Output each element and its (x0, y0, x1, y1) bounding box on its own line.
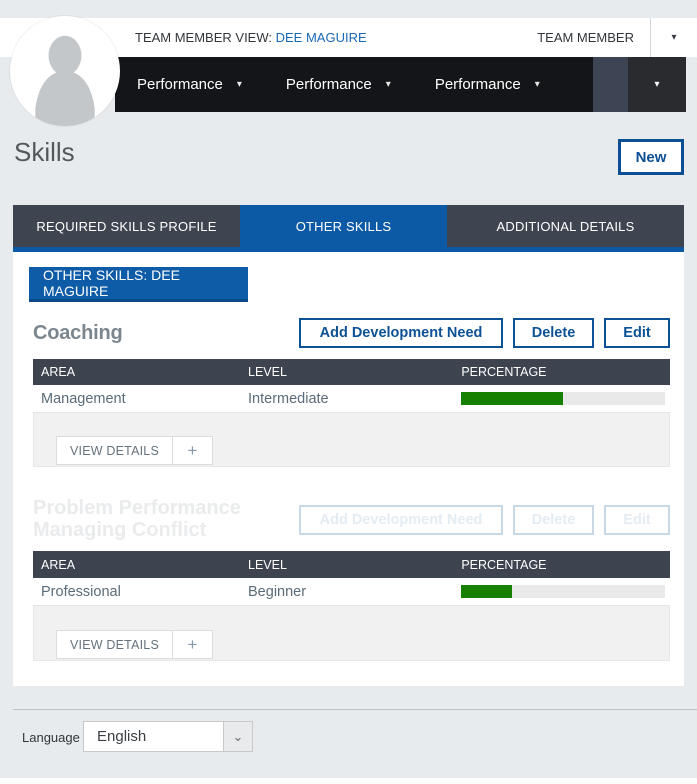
add-development-need-button-faded[interactable]: Add Development Need (299, 505, 503, 535)
edit-button[interactable]: Edit (604, 318, 670, 348)
fading-action-buttons: Add Development Need Delete Edit (299, 505, 670, 535)
column-header-level: LEVEL (248, 557, 287, 572)
footer-divider (13, 709, 697, 710)
column-header-percentage: PERCENTAGE (461, 365, 547, 379)
person-icon (35, 35, 95, 126)
progress-bar-fill (461, 585, 513, 598)
team-member-view-text: TEAM MEMBER VIEW: DEE MAGUIRE (135, 30, 367, 45)
nav-item-performance-3[interactable]: Performance ▾ (435, 76, 540, 93)
caret-down-icon: ▾ (385, 79, 391, 90)
delete-button[interactable]: Delete (513, 318, 594, 348)
skills-table-second: AREA LEVEL PERCENTAGE Professional Begin… (33, 551, 670, 661)
cell-percentage (455, 585, 670, 598)
column-header-area: AREA (41, 365, 76, 379)
column-header-percentage: PERCENTAGE (461, 557, 547, 572)
nav-item-performance-1[interactable]: Performance ▾ (137, 76, 242, 93)
table-header-row: AREA LEVEL PERCENTAGE (33, 551, 670, 578)
cell-level: Beginner (248, 583, 307, 600)
table-footer: VIEW DETAILS + (33, 413, 670, 467)
fading-title-2: Managing Conflict (33, 519, 207, 541)
fading-title-1: Problem Performance (33, 497, 241, 519)
view-details-button[interactable]: VIEW DETAILS (56, 630, 173, 659)
language-row: Language English ⌄ (0, 721, 697, 752)
cell-area: Professional (41, 583, 121, 600)
delete-button-faded[interactable]: Delete (513, 505, 594, 535)
skill-section-title: Coaching (33, 321, 123, 344)
nav-item-performance-2[interactable]: Performance ▾ (286, 76, 391, 93)
table-footer: VIEW DETAILS + (33, 606, 670, 661)
cell-percentage (455, 392, 670, 405)
nav-item-label: Performance (434, 76, 521, 93)
role-label: TEAM MEMBER (537, 30, 634, 45)
add-row-plus-button[interactable]: + (173, 436, 213, 465)
nav-overflow-caret-down-icon[interactable]: ▾ (628, 57, 686, 112)
select-chevron-down-icon: ⌄ (223, 722, 252, 751)
nav-item-label: Performance (285, 76, 372, 93)
table-header-row: AREA LEVEL PERCENTAGE (33, 359, 670, 385)
progress-bar-track (461, 392, 666, 405)
other-skills-user-badge[interactable]: OTHER SKILLS: DEE MAGUIRE (29, 267, 248, 302)
table-row[interactable]: Management Intermediate (33, 385, 670, 413)
view-details-button[interactable]: VIEW DETAILS (56, 436, 173, 465)
bottom-strip (0, 778, 697, 784)
skill-section-header-coaching: Coaching Add Development Need Delete Edi… (33, 318, 670, 348)
nav-spacer-block (593, 57, 628, 112)
button-label: Add Development Need (319, 512, 483, 528)
page-title: Skills (14, 137, 75, 167)
add-development-need-button[interactable]: Add Development Need (299, 318, 503, 348)
viewed-user-link[interactable]: DEE MAGUIRE (275, 30, 367, 45)
skills-table-coaching: AREA LEVEL PERCENTAGE Management Interme… (33, 359, 670, 467)
language-select[interactable]: English ⌄ (83, 721, 253, 752)
column-header-level: LEVEL (248, 365, 287, 379)
nav-item-label: Performance (137, 76, 223, 93)
language-selected-value: English (97, 728, 147, 745)
button-label: Delete (531, 512, 576, 528)
tab-other-skills[interactable]: OTHER SKILLS (240, 205, 447, 247)
column-header-area: AREA (41, 557, 76, 572)
caret-down-icon: ▾ (534, 79, 540, 90)
tab-bar: REQUIRED SKILLS PROFILE OTHER SKILLS ADD… (13, 205, 684, 247)
cell-level: Intermediate (248, 390, 329, 407)
caret-down-icon: ▾ (236, 79, 242, 90)
tab-required-skills-profile[interactable]: REQUIRED SKILLS PROFILE (13, 205, 240, 247)
content-panel: OTHER SKILLS: DEE MAGUIRE Coaching Add D… (13, 252, 684, 686)
cell-area: Management (41, 390, 126, 407)
avatar (10, 16, 120, 126)
progress-bar-fill (461, 392, 564, 405)
new-button[interactable]: New (618, 139, 684, 175)
view-label: TEAM MEMBER VIEW: (135, 30, 272, 45)
main-nav-bar: Performance ▾ Performance ▾ Performance … (115, 57, 593, 112)
tab-additional-details[interactable]: ADDITIONAL DETAILS (447, 205, 684, 247)
button-label: Edit (623, 512, 651, 528)
skill-section-header-fading: Problem Performance Managing Conflict Ad… (33, 497, 670, 545)
table-row[interactable]: Professional Beginner (33, 578, 670, 606)
language-label: Language (22, 730, 80, 745)
fading-section-titles: Problem Performance Managing Conflict (33, 497, 299, 545)
progress-bar-track (461, 585, 666, 598)
edit-button-faded[interactable]: Edit (604, 505, 670, 535)
role-caret-down-icon[interactable]: ▾ (671, 32, 677, 43)
divider (650, 18, 651, 57)
active-tab-underline (13, 247, 684, 252)
add-row-plus-button[interactable]: + (173, 630, 213, 659)
